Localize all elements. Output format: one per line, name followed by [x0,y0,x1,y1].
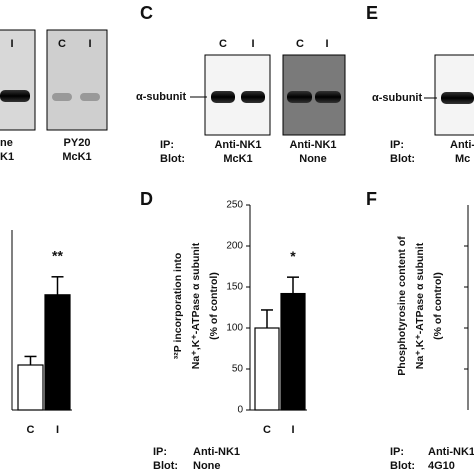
row-label: Blot: [153,460,178,472]
caption: None [193,460,221,472]
panel-label: D [140,189,153,209]
row-label: Blot: [390,460,415,472]
y-axis-label: Na⁺,K⁺-ATPase α subunit [190,242,202,369]
lane-label: I [88,38,91,50]
row-label: Blot: [390,153,415,165]
lane-label: I [325,38,328,50]
caption: None [299,153,327,165]
row-label: IP: [390,139,404,151]
y-axis-label: (% of control) [432,272,444,340]
caption: 4G10 [428,460,455,472]
row-label: IP: [160,139,174,151]
bar [44,294,71,411]
row-label: Blot: [160,153,185,165]
lane-label: I [10,38,13,50]
y-tick-label: 50 [232,364,244,375]
caption: PY20 [64,137,91,149]
y-axis-label: ³²P incorporation into [172,253,184,360]
caption: Anti-NK1 [289,139,336,151]
y-tick-label: 250 [226,200,243,211]
y-axis-label: Phosphotyrosine content of [396,236,408,376]
band [211,91,235,103]
annotation: * [290,248,296,264]
panel-label: F [366,189,377,209]
caption: K1 [0,151,14,163]
row-label: IP: [390,446,404,458]
caption: Anti- [450,139,474,151]
lane-label: C [219,38,227,50]
panel-label: C [140,3,153,23]
band [441,92,474,104]
lane-label: C [296,38,304,50]
band [0,90,30,102]
row-label: IP: [153,446,167,458]
x-tick-label: I [291,424,294,436]
band [241,91,265,103]
x-tick-label: I [56,424,59,436]
caption: McK1 [223,153,252,165]
band [52,93,72,101]
annotation: ** [52,248,63,264]
blot [0,29,36,131]
y-axis-label: Na⁺,K⁺-ATPase α subunit [414,242,426,369]
caption: ne [0,137,13,149]
y-axis-label: (% of control) [208,272,220,340]
caption: Mc [455,153,470,165]
caption: Anti-NK1 [214,139,261,151]
tick-marks [464,245,468,370]
y-tick-label: 150 [226,282,243,293]
band [287,91,312,103]
band [315,91,341,103]
x-tick-label: C [27,424,35,436]
band [80,93,100,101]
panel-label: E [366,3,378,23]
bar [280,292,306,411]
band-label: α-subunit [372,92,422,104]
bar [254,327,280,411]
bar [17,364,44,411]
y-tick-label: 100 [226,323,243,334]
y-tick-label: 0 [237,405,243,416]
blot [46,29,108,131]
lane-label: I [251,38,254,50]
x-tick-label: C [263,424,271,436]
caption: Anti-NK1 [428,446,474,458]
lane-label: C [58,38,66,50]
caption: Anti-NK1 [193,446,240,458]
y-tick-label: 200 [226,241,243,252]
band-label: α-subunit [136,91,186,103]
caption: McK1 [62,151,91,163]
